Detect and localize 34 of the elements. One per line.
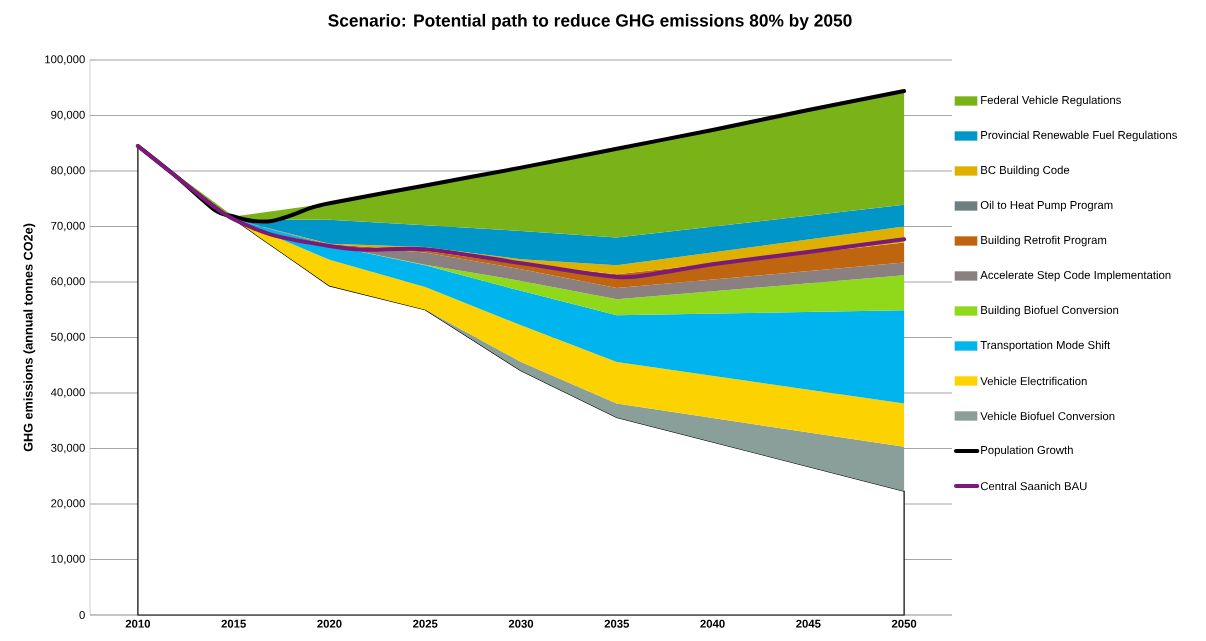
legend-label: Oil to Heat Pump Program bbox=[980, 200, 1113, 212]
legend-label: BC Building Code bbox=[981, 165, 1070, 177]
y-tick-label: 80,000 bbox=[51, 166, 85, 176]
legend-label: Building Biofuel Conversion bbox=[981, 305, 1119, 317]
x-tick-label: 2045 bbox=[796, 619, 821, 628]
legend-label: Vehicle Biofuel Conversion bbox=[980, 411, 1115, 421]
y-tick-label: 10,000 bbox=[51, 554, 85, 565]
x-tick-label: 2035 bbox=[604, 619, 630, 628]
legend-label: Provincial Renewable Fuel Regulations bbox=[981, 130, 1177, 142]
x-tick-label: 2020 bbox=[317, 619, 342, 628]
legend-label: Population Growth bbox=[981, 445, 1073, 457]
y-tick-label: 40,000 bbox=[50, 388, 85, 398]
y-tick-label: 70,000 bbox=[51, 221, 85, 232]
legend-label: Transportation Mode Shift bbox=[980, 340, 1111, 352]
y-tick-label: 60,000 bbox=[51, 277, 85, 287]
chart-title: Scenario: Potential path to reduce GHG emissions 80% by 2050 bbox=[328, 13, 852, 31]
x-tick-label: 2025 bbox=[413, 619, 438, 628]
legend-label: Federal Vehicle Regulations bbox=[981, 95, 1121, 107]
x-tick-label: 2040 bbox=[700, 619, 725, 628]
legend-label: Accelerate Step Code Implementation bbox=[980, 270, 1171, 282]
legend-label: Central Saanich BAU bbox=[980, 481, 1087, 491]
y-axis-title: GHG emissions (annual tonnes CO2e) bbox=[23, 223, 36, 452]
y-tick-label: 0 bbox=[79, 610, 85, 619]
x-tick-label: 2015 bbox=[221, 619, 246, 628]
y-tick-label: 50,000 bbox=[51, 332, 85, 343]
legend-label: Vehicle Electrification bbox=[980, 376, 1087, 386]
y-tick-label: 100,000 bbox=[45, 55, 85, 65]
y-tick-label: 20,000 bbox=[51, 499, 85, 509]
y-tick-label: 30,000 bbox=[51, 443, 85, 454]
x-tick-label: 2010 bbox=[125, 619, 151, 628]
x-tick-label: 2030 bbox=[508, 619, 534, 628]
x-tick-label: 2050 bbox=[891, 619, 917, 628]
y-tick-label: 90,000 bbox=[51, 110, 85, 121]
legend-label: Building Retrofit Program bbox=[981, 235, 1107, 247]
